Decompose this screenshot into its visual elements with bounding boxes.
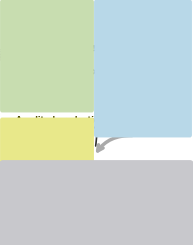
Text: Quasi-steady state: Quasi-steady state — [48, 22, 85, 26]
Text: ☽: ☽ — [180, 177, 189, 187]
Circle shape — [46, 173, 55, 185]
Text: Circadian rhythm: Circadian rhythm — [90, 229, 158, 235]
Text: Complex
Concentration: Complex Concentration — [0, 162, 8, 183]
Circle shape — [138, 173, 147, 185]
Text: Complex
Concentration: Complex Concentration — [0, 47, 8, 68]
Text: Quasi-steady state: Quasi-steady state — [48, 132, 85, 136]
Circle shape — [29, 183, 36, 191]
Text: Phase delay
Amplitude reduction: Phase delay Amplitude reduction — [91, 34, 179, 54]
Text: Amplitude reduction: Amplitude reduction — [16, 116, 105, 125]
Text: Phase delay: Phase delay — [34, 34, 87, 43]
Text: Quasi-steady state: Quasi-steady state — [113, 37, 149, 42]
Text: Exact: Exact — [147, 76, 158, 80]
Text: Time: Time — [75, 101, 84, 105]
Text: Time: Time — [75, 211, 84, 215]
Text: ☽: ☽ — [4, 177, 13, 187]
